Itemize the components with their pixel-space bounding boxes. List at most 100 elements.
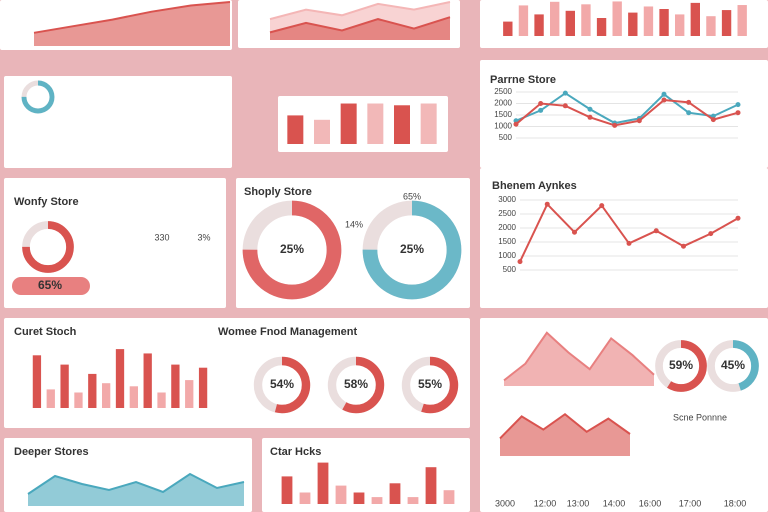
y-tick-label: 2000 bbox=[494, 99, 512, 108]
donut-label: 25% bbox=[280, 242, 304, 256]
point bbox=[513, 121, 519, 127]
point bbox=[517, 259, 523, 265]
bar bbox=[317, 462, 329, 504]
bar bbox=[74, 392, 83, 408]
bar bbox=[737, 5, 747, 36]
bar bbox=[407, 497, 419, 504]
bar bbox=[628, 12, 638, 37]
y-tick-label: 1000 bbox=[498, 251, 516, 260]
bar bbox=[503, 21, 513, 36]
bar bbox=[706, 16, 716, 36]
line bbox=[269, 1, 451, 21]
donut-label: 45% bbox=[721, 358, 745, 372]
donut-arc bbox=[362, 200, 462, 300]
point bbox=[587, 114, 593, 120]
panel bbox=[4, 76, 232, 168]
panel-title: Parrne Store bbox=[490, 74, 556, 86]
y-tick-label: 2500 bbox=[498, 209, 516, 218]
bar bbox=[425, 467, 437, 504]
button[interactable] bbox=[12, 277, 90, 295]
y-tick-label: 3000 bbox=[498, 195, 516, 204]
y-tick-label: 1000 bbox=[494, 122, 512, 131]
label: 3000 bbox=[495, 498, 515, 508]
bar bbox=[335, 485, 347, 504]
point bbox=[612, 122, 618, 128]
label: 65% bbox=[403, 191, 421, 201]
donut-arc bbox=[401, 356, 459, 414]
point bbox=[710, 117, 716, 123]
line bbox=[269, 16, 451, 34]
bar bbox=[353, 492, 365, 504]
bar bbox=[659, 9, 669, 36]
point bbox=[538, 101, 544, 106]
bar bbox=[565, 10, 575, 37]
bar bbox=[443, 490, 455, 504]
label: 13:00 bbox=[567, 498, 590, 508]
bar bbox=[198, 367, 208, 408]
bar bbox=[32, 355, 42, 408]
point bbox=[572, 229, 577, 235]
line bbox=[27, 472, 245, 495]
bar bbox=[129, 386, 138, 408]
point bbox=[681, 243, 686, 249]
line bbox=[499, 412, 631, 440]
bar bbox=[596, 18, 607, 36]
bar bbox=[550, 1, 560, 37]
point bbox=[708, 231, 714, 237]
area bbox=[28, 474, 244, 506]
point bbox=[599, 203, 605, 209]
y-tick-label: 500 bbox=[503, 265, 517, 274]
label: 12:00 bbox=[534, 498, 557, 508]
donut-arc bbox=[327, 356, 385, 414]
bar bbox=[534, 14, 544, 36]
label: 3% bbox=[197, 232, 210, 242]
point bbox=[538, 107, 544, 113]
bar bbox=[287, 115, 304, 144]
area bbox=[270, 17, 450, 40]
bar bbox=[314, 119, 330, 144]
bar bbox=[299, 492, 311, 504]
point bbox=[653, 228, 659, 234]
label: 17:00 bbox=[679, 498, 702, 508]
panel-title: Shoply Store bbox=[244, 186, 312, 198]
point bbox=[661, 97, 667, 103]
label: 18:00 bbox=[724, 498, 747, 508]
donut-arc bbox=[21, 80, 55, 114]
label: 16:00 bbox=[639, 498, 662, 508]
panel-title: Curet Stoch bbox=[14, 326, 77, 338]
donut-arc bbox=[253, 356, 311, 414]
line bbox=[33, 1, 231, 34]
donut-label: 55% bbox=[418, 377, 442, 391]
area bbox=[34, 2, 230, 46]
label: 65% bbox=[38, 278, 62, 292]
donut-arc bbox=[22, 221, 74, 273]
bar bbox=[88, 373, 97, 408]
donut-arc bbox=[655, 340, 707, 392]
point bbox=[626, 240, 632, 246]
y-tick-label: 500 bbox=[499, 133, 513, 142]
y-tick-label: 2500 bbox=[494, 87, 512, 96]
bar bbox=[371, 497, 383, 504]
bar bbox=[612, 1, 622, 37]
area bbox=[504, 332, 654, 386]
bar bbox=[171, 364, 180, 408]
label: 14% bbox=[345, 219, 363, 229]
point bbox=[587, 106, 593, 112]
point bbox=[735, 215, 741, 221]
bar bbox=[46, 389, 55, 408]
bar bbox=[690, 2, 700, 36]
panel bbox=[480, 60, 768, 168]
point bbox=[735, 102, 741, 108]
bar bbox=[157, 392, 166, 408]
donut-label: 25% bbox=[400, 242, 424, 256]
donut-label: 59% bbox=[669, 358, 693, 372]
bar bbox=[389, 483, 401, 504]
point bbox=[636, 118, 642, 124]
label: Scne Ponnne bbox=[673, 412, 727, 422]
bar bbox=[143, 353, 152, 408]
panel-title: Womee Fnod Management bbox=[218, 326, 357, 338]
bar bbox=[115, 349, 125, 408]
bar bbox=[420, 103, 437, 144]
